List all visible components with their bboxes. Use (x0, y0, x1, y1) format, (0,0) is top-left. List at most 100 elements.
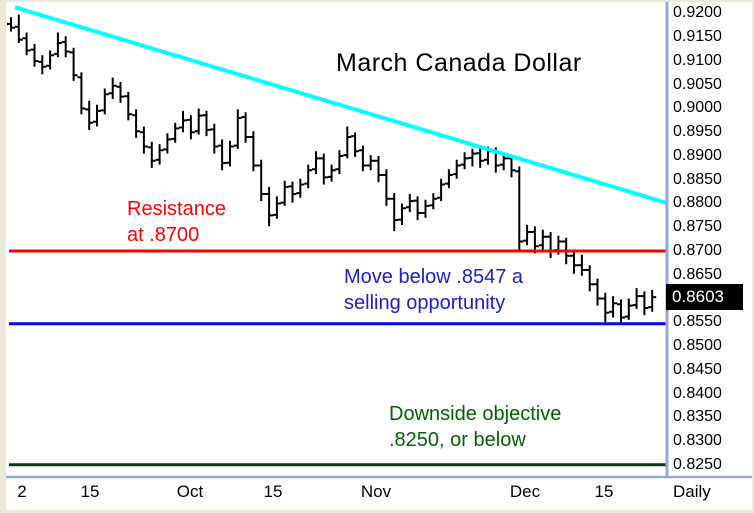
x-axis-tick-label: Oct (176, 482, 204, 501)
y-axis-tick-label: 0.8950 (673, 123, 722, 140)
downside-objective-annotation[interactable]: Downside objective .8250, or below (389, 401, 561, 453)
ohlc-bar (85, 100, 94, 130)
ohlc-bar (116, 81, 125, 103)
ohlc-bar (429, 193, 438, 210)
ohlc-bar (124, 91, 133, 121)
ohlc-bar (233, 109, 242, 149)
ohlc-bar (202, 110, 211, 137)
ohlc-bar (179, 110, 187, 133)
y-axis-tick-label: 0.8850 (673, 171, 722, 188)
ohlc-bar (335, 150, 344, 175)
window-frame-left (0, 0, 6, 513)
ohlc-bar (93, 104, 101, 127)
ohlc-bar (617, 299, 625, 324)
ohlc-bar (186, 115, 195, 140)
timeframe-label: Daily (673, 482, 711, 501)
y-axis-tick-label: 0.8250 (673, 456, 722, 473)
y-axis-tick-label: 0.8700 (673, 242, 722, 259)
ohlc-bar (366, 155, 375, 171)
sell-signal-annotation-line1: Move below .8547 a (344, 266, 524, 288)
ohlc-bar (7, 17, 15, 32)
ohlc-bar (22, 32, 31, 56)
resistance-annotation[interactable]: Resistance at .8700 (127, 196, 226, 248)
ohlc-bar (265, 186, 274, 227)
ohlc-bar (601, 292, 610, 323)
ohlc-bar (132, 109, 141, 138)
ohlc-bar (499, 153, 508, 171)
ohlc-bar (577, 254, 586, 276)
ohlc-bar (421, 199, 430, 218)
ohlc-bar (108, 77, 117, 99)
ohlc-bar (257, 159, 266, 202)
ohlc-bar (374, 156, 383, 183)
ohlc-bar (515, 166, 524, 251)
ohlc-bar (390, 193, 399, 232)
ohlc-bar (538, 229, 547, 251)
ohlc-bar (218, 139, 227, 171)
ohlc-bar (296, 178, 305, 198)
downtrend-line[interactable] (14, 5, 668, 205)
ohlc-bar (77, 72, 86, 115)
y-axis-tick-label: 0.9050 (673, 76, 722, 93)
resistance-annotation-line1: Resistance (127, 198, 226, 220)
window-frame-right (752, 0, 754, 513)
downside-objective-annotation-line2: .8250, or below (389, 429, 526, 451)
y-axis-tick-label: 0.9100 (673, 52, 722, 69)
y-axis-tick-label: 0.9200 (673, 4, 722, 21)
ohlc-bar (327, 164, 336, 182)
ohlc-bar (640, 291, 649, 316)
ohlc-bar (632, 288, 641, 309)
ohlc-bar (382, 169, 391, 206)
x-axis-tick-label: 2 (17, 482, 27, 501)
y-axis-tick-label: 0.8400 (673, 385, 722, 402)
ohlc-bar (171, 122, 180, 143)
ohlc-bar (139, 126, 148, 154)
ohlc-bar (507, 155, 516, 178)
ohlc-bar (358, 145, 367, 172)
ohlc-bar (460, 152, 469, 170)
chart-title: March Canada Dollar (336, 49, 582, 77)
ohlc-bar (624, 298, 633, 320)
ohlc-bar (147, 141, 156, 168)
y-axis-tick-label: 0.8300 (673, 432, 722, 449)
ohlc-bar (585, 265, 594, 292)
sell-signal-annotation[interactable]: Move below .8547 a selling opportunity (344, 264, 523, 316)
ohlc-bar (523, 224, 532, 246)
ohlc-bar (155, 144, 164, 165)
ohlc-bar (249, 131, 258, 172)
x-axis-tick-label: Dec (509, 482, 541, 501)
y-axis-tick-label: 0.8800 (673, 194, 722, 211)
ohlc-bar (163, 133, 172, 154)
ohlc-bar (241, 112, 250, 143)
last-price-box: 0.8603 (666, 284, 743, 310)
ohlc-bar (351, 132, 360, 157)
x-axis-tick-label: 15 (80, 482, 100, 501)
y-axis-tick-label: 0.8500 (673, 337, 722, 354)
ohlc-bar (398, 203, 406, 225)
ohlc-bar (194, 108, 203, 135)
x-axis-tick-label: Nov (360, 482, 392, 501)
x-axis-tick-label: 15 (594, 482, 614, 501)
y-axis-tick-label: 0.8750 (673, 218, 722, 235)
y-axis-tick-label: 0.8650 (673, 266, 722, 283)
window-frame-top (0, 0, 754, 2)
y-axis-tick-label: 0.8350 (673, 408, 722, 425)
y-axis-tick-label: 0.8450 (673, 361, 722, 378)
downside-objective-annotation-line1: Downside objective (389, 403, 562, 425)
ohlc-bar (593, 278, 602, 306)
ohlc-bar (319, 153, 328, 185)
sell-signal-annotation-line2: selling opportunity (344, 292, 506, 314)
ohlc-bar (304, 164, 313, 189)
ohlc-bar (476, 148, 485, 168)
ohlc-bar (53, 32, 62, 58)
ohlc-bar (100, 88, 109, 115)
ohlc-bar (468, 148, 477, 167)
x-axis-tick-label: 15 (263, 482, 283, 501)
ohlc-bar (210, 123, 219, 154)
ohlc-bar (570, 251, 578, 274)
ohlc-bar (405, 194, 414, 213)
resistance-annotation-line2: at .8700 (127, 224, 200, 246)
